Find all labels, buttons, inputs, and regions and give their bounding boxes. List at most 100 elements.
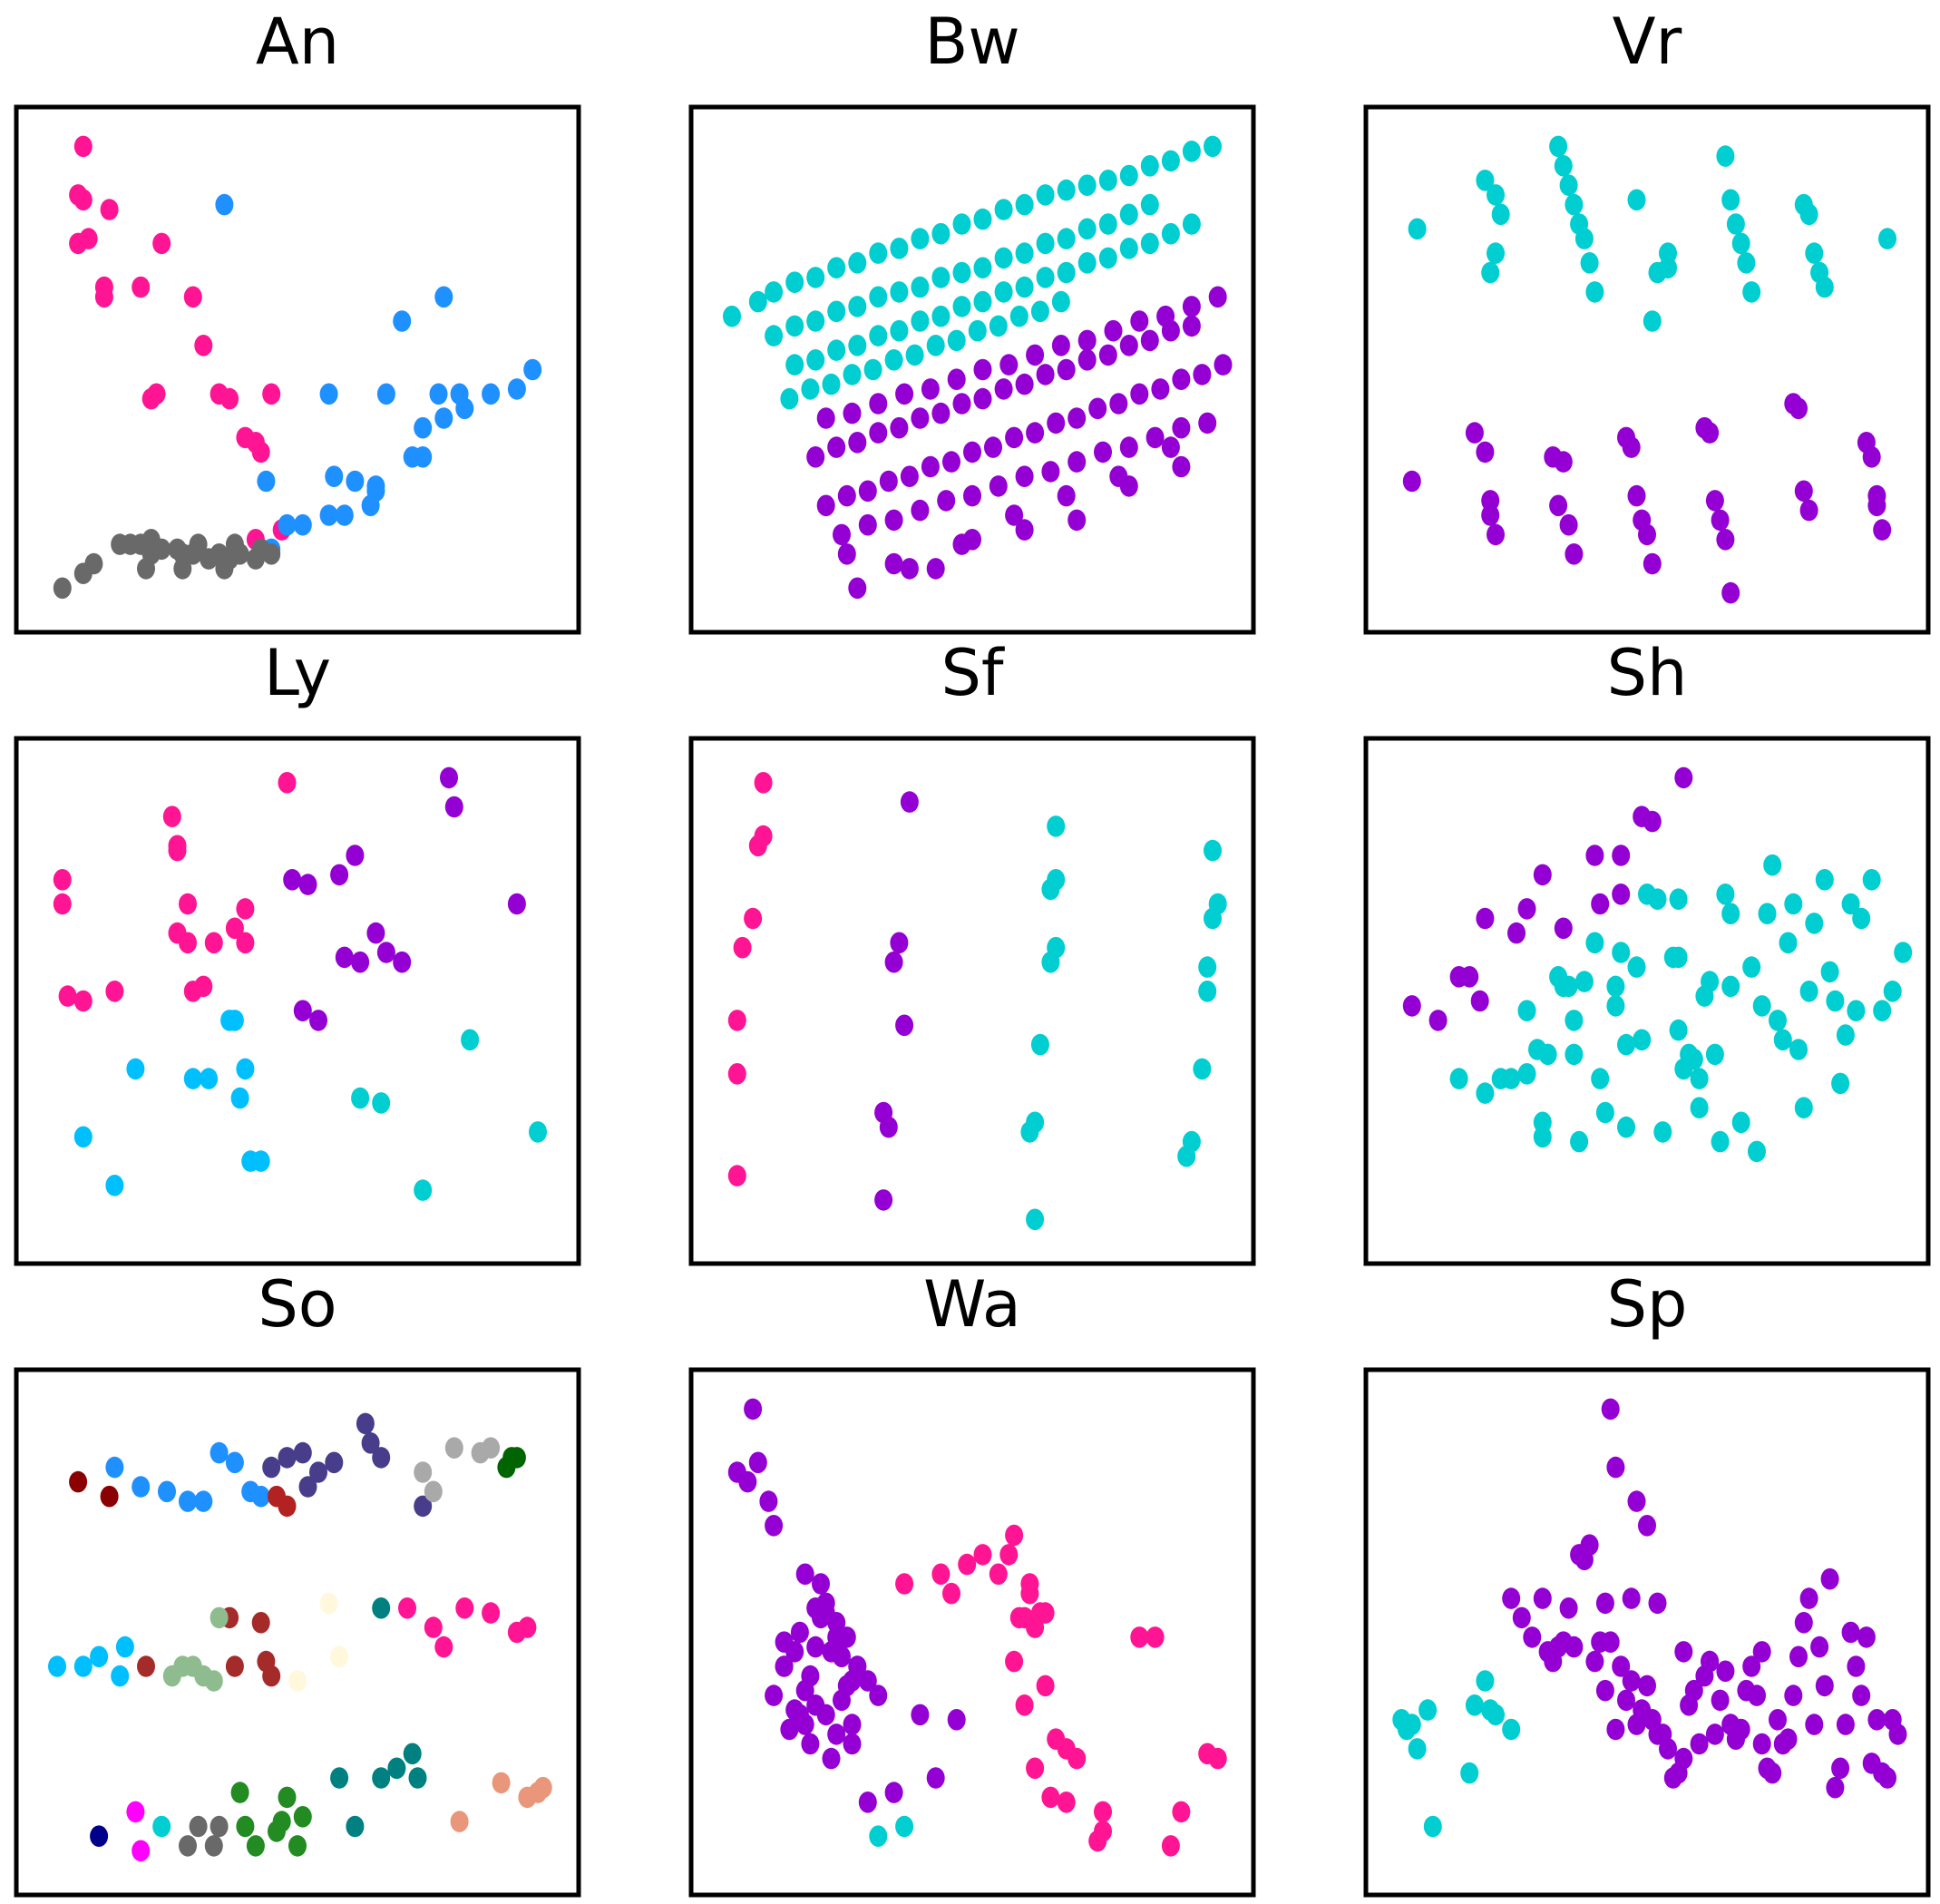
point-cyan — [806, 267, 825, 288]
plot-frame — [1363, 1367, 1931, 1898]
point-purple — [973, 358, 992, 381]
point-darkslateblue — [414, 1495, 433, 1518]
point-cyan — [890, 319, 909, 342]
point-blue — [393, 310, 412, 332]
point-cyan — [1789, 1039, 1808, 1060]
point-purple — [1659, 1738, 1677, 1760]
point-pink — [132, 276, 151, 298]
point-dimgray — [189, 1815, 208, 1838]
point-purple — [1690, 1733, 1709, 1755]
point-cyan — [905, 344, 924, 366]
point-purple — [890, 416, 909, 439]
point-cyan — [1862, 869, 1881, 891]
point-purple — [843, 402, 862, 425]
point-purple — [816, 1704, 835, 1726]
point-cyan — [1690, 1097, 1709, 1118]
point-purple — [1533, 864, 1552, 886]
point-cyan — [1565, 193, 1584, 216]
point-purple — [869, 422, 888, 444]
point-purple — [366, 922, 385, 944]
point-pink — [162, 806, 181, 827]
point-purple — [1789, 397, 1808, 420]
point-sienna — [251, 1612, 270, 1634]
point-darkslateblue — [372, 1447, 391, 1469]
point-purple — [1648, 1592, 1667, 1615]
point-cyan — [1752, 995, 1771, 1017]
point-pink — [989, 1563, 1008, 1586]
point-purple — [833, 523, 851, 546]
point-purple — [309, 1010, 327, 1031]
point-purple — [1465, 422, 1484, 444]
point-purple — [1005, 426, 1024, 449]
point-purple — [827, 436, 846, 458]
point-cyan — [1585, 932, 1604, 954]
panel-title: Ly — [264, 636, 331, 710]
point-purple — [984, 436, 1002, 458]
point-cyan — [1565, 1010, 1584, 1031]
point-darkslateblue — [262, 1456, 281, 1479]
point-cyan — [1140, 193, 1159, 216]
point-teal — [330, 1767, 349, 1789]
point-purple — [1638, 1515, 1656, 1537]
point-purple — [1705, 490, 1724, 512]
point-pink — [733, 936, 752, 959]
point-purple — [795, 1563, 814, 1586]
point-dodgerblue — [179, 1490, 197, 1512]
point-cyan — [1878, 228, 1896, 249]
point-purple — [952, 393, 971, 415]
point-purple — [911, 499, 930, 522]
point-cyan — [1841, 893, 1860, 915]
panel-ly: Ly — [14, 636, 581, 1266]
point-purple — [858, 480, 877, 503]
point-cyan — [895, 1815, 914, 1838]
point-cyan — [1773, 1029, 1792, 1051]
point-purple — [393, 951, 412, 973]
point-forestgreen — [230, 1782, 249, 1803]
point-blue — [319, 504, 338, 526]
point-purple — [1748, 1684, 1766, 1706]
point-teal — [351, 1087, 370, 1109]
point-purple — [1721, 581, 1740, 604]
point-cyan — [1487, 184, 1505, 206]
point-dodgerblue — [225, 1451, 244, 1474]
panel-so: So — [14, 1267, 581, 1898]
point-pink — [225, 917, 244, 940]
point-pink — [194, 335, 213, 356]
point-cyan — [1009, 305, 1028, 327]
point-purple — [1622, 436, 1641, 458]
point-blue — [434, 286, 453, 308]
point-teal — [408, 1767, 427, 1789]
panel-wa: Wa — [688, 1267, 1256, 1898]
point-cyan — [1748, 1140, 1766, 1163]
point-dodgerblue — [194, 1490, 213, 1512]
point-purple — [900, 465, 919, 487]
point-purple — [1711, 1689, 1730, 1712]
point-cyan — [1098, 213, 1117, 235]
point-purple — [1585, 845, 1604, 866]
point-cyan — [973, 208, 992, 230]
point-cyan — [785, 354, 804, 376]
point-cyan — [1653, 1121, 1672, 1143]
point-purple — [1847, 1655, 1866, 1677]
point-cyan — [1799, 203, 1818, 226]
point-purple — [738, 1470, 757, 1493]
point-cyan — [1763, 854, 1782, 876]
point-turquoise — [152, 1815, 171, 1838]
point-purple — [795, 1714, 814, 1735]
point-cyan — [1554, 155, 1573, 177]
point-cyan — [1476, 170, 1495, 191]
point-cyan — [1408, 218, 1427, 240]
point-blue — [361, 494, 380, 517]
point-purple — [1533, 1587, 1552, 1609]
point-cyan — [1669, 1019, 1688, 1041]
point-cyan — [1805, 913, 1824, 934]
point-cyan — [827, 339, 846, 361]
point-cyan — [1020, 1121, 1039, 1143]
point-cyan — [1711, 1130, 1730, 1153]
point-purple — [1601, 1631, 1620, 1653]
point-purple — [1015, 373, 1034, 395]
point-cyan — [1418, 1699, 1438, 1721]
point-purple — [1873, 519, 1892, 541]
point-purple — [1476, 441, 1495, 464]
point-pink — [1020, 1573, 1039, 1595]
